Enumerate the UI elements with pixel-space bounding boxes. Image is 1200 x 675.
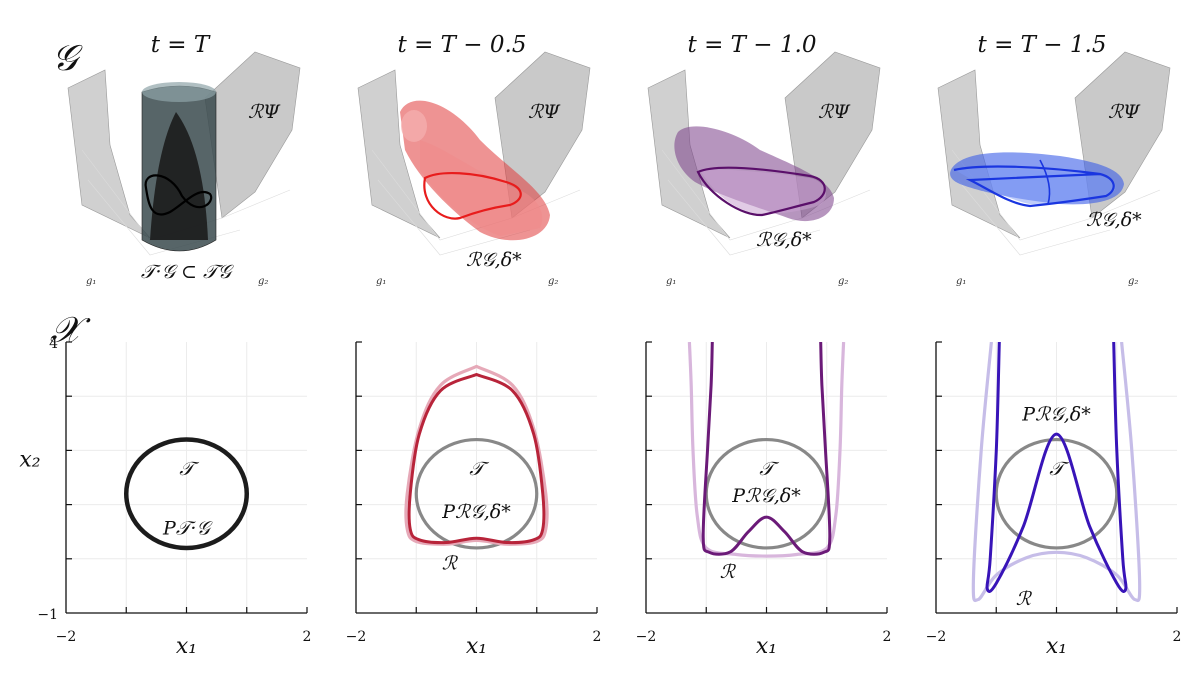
y-tick-label-max: 4 — [49, 336, 58, 352]
panel-title-3: t = T − 1.0 — [688, 32, 817, 58]
surface-panel-4: g₁ g₂ ℛΨ ℛ𝒢,δ* — [937, 51, 1171, 287]
top-label-panel-2: ℛ𝒢,δ* — [466, 249, 522, 271]
surface-label-panel-3: ℛΨ — [818, 101, 851, 123]
plot-annotation: Pℛ𝒢,δ* — [1021, 404, 1091, 426]
reach-set-curve — [687, 342, 846, 558]
series-group — [971, 342, 1142, 603]
plot-annotation: 𝒯 — [179, 458, 199, 480]
plot-annotation: Pℛ𝒢,δ* — [731, 485, 801, 507]
y-axis-label: x₂ — [19, 448, 40, 473]
top-label-panel-1: 𝒯·𝒢 ⊂ 𝒯𝒢 — [141, 261, 235, 283]
axis-g2-panel-2: g₂ — [548, 276, 558, 287]
surface-panel-3: g₁ g₂ ℛΨ ℛ𝒢,δ* — [647, 51, 881, 287]
y-tick-label-min: −1 — [37, 607, 58, 623]
surface-panel-2: g₁ g₂ ℛΨ ℛ𝒢,δ* — [357, 51, 591, 287]
target-set-curve — [414, 437, 539, 550]
x-tick-label-min: −2 — [56, 629, 77, 645]
state-space-plots: −2 2 4 −1 x₁ x₂ 𝒯 P𝒯·𝒢 −2 2 x₁ 𝒯 Pℛ𝒢,δ* ℛ −2 2 x₁ 𝒯 Pℛ𝒢,δ*… — [19, 336, 1181, 659]
target-set-curve — [994, 437, 1119, 550]
state-plot-1: −2 2 4 −1 x₁ x₂ 𝒯 P𝒯·𝒢 — [19, 336, 311, 659]
target-set-curve — [124, 437, 249, 551]
surface-panel-1: g₁ g₂ ℛΨ 𝒯·𝒢 ⊂ 𝒯𝒢 — [67, 51, 301, 287]
axis-g2-panel-3: g₂ — [838, 276, 848, 287]
x-tick-label-min: −2 — [346, 629, 367, 645]
reach-set-curve — [971, 342, 1142, 603]
reach-set-curve — [404, 364, 549, 546]
series-group — [404, 364, 549, 550]
row-label-top: 𝒢 — [52, 38, 83, 79]
panel-title-1: t = T — [151, 32, 211, 58]
panel-title-4: t = T − 1.5 — [978, 32, 1107, 58]
x-axis-label: x₁ — [466, 634, 487, 659]
x-tick-label-min: −2 — [636, 629, 657, 645]
x-tick-label-max: 2 — [883, 629, 892, 645]
state-plot-4: −2 2 x₁ Pℛ𝒢,δ* 𝒯 ℛ — [926, 341, 1182, 659]
axis-g1-panel-4: g₁ — [956, 276, 966, 287]
x-tick-label-min: −2 — [926, 629, 947, 645]
projected-set-curve — [701, 342, 832, 556]
axis-g1-panel-2: g₁ — [376, 276, 386, 287]
state-plot-3: −2 2 x₁ 𝒯 Pℛ𝒢,δ* ℛ — [636, 341, 892, 659]
surface-label-panel-4: ℛΨ — [1108, 101, 1141, 123]
axis-g2-panel-4: g₂ — [1128, 276, 1138, 287]
plot-annotation: ℛ — [1016, 588, 1033, 610]
series-group — [124, 437, 249, 551]
x-axis-label: x₁ — [1046, 634, 1067, 659]
top-label-panel-3: ℛ𝒢,δ* — [756, 229, 812, 251]
axis-g1-panel-1: g₁ — [86, 276, 96, 287]
projected-set-curve — [985, 342, 1128, 593]
axis-g1-panel-3: g₁ — [666, 276, 676, 287]
surface-label-panel-2: ℛΨ — [528, 101, 561, 123]
plot-annotation: Pℛ𝒢,δ* — [441, 501, 511, 523]
x-tick-label-max: 2 — [593, 629, 602, 645]
plot-annotation: 𝒯 — [469, 458, 489, 480]
x-tick-label-max: 2 — [303, 629, 312, 645]
surface-label-panel-1: ℛΨ — [248, 101, 281, 123]
series-group — [687, 342, 846, 558]
x-axis-label: x₁ — [756, 634, 777, 659]
state-plot-2: −2 2 x₁ 𝒯 Pℛ𝒢,δ* ℛ — [346, 341, 602, 659]
plot-annotation: ℛ — [720, 561, 737, 583]
axis-g2-panel-1: g₂ — [258, 276, 268, 287]
x-axis-label: x₁ — [176, 634, 197, 659]
top-label-panel-4: ℛ𝒢,δ* — [1086, 209, 1142, 231]
plot-annotation: ℛ — [442, 553, 459, 575]
projected-set-curve — [407, 373, 546, 545]
x-tick-label-max: 2 — [1173, 629, 1182, 645]
plot-annotation: P𝒯·𝒢 — [162, 517, 213, 539]
plot-annotation: 𝒯 — [759, 458, 779, 480]
plot-annotation: 𝒯 — [1049, 458, 1069, 480]
panel-title-2: t = T − 0.5 — [398, 32, 527, 58]
